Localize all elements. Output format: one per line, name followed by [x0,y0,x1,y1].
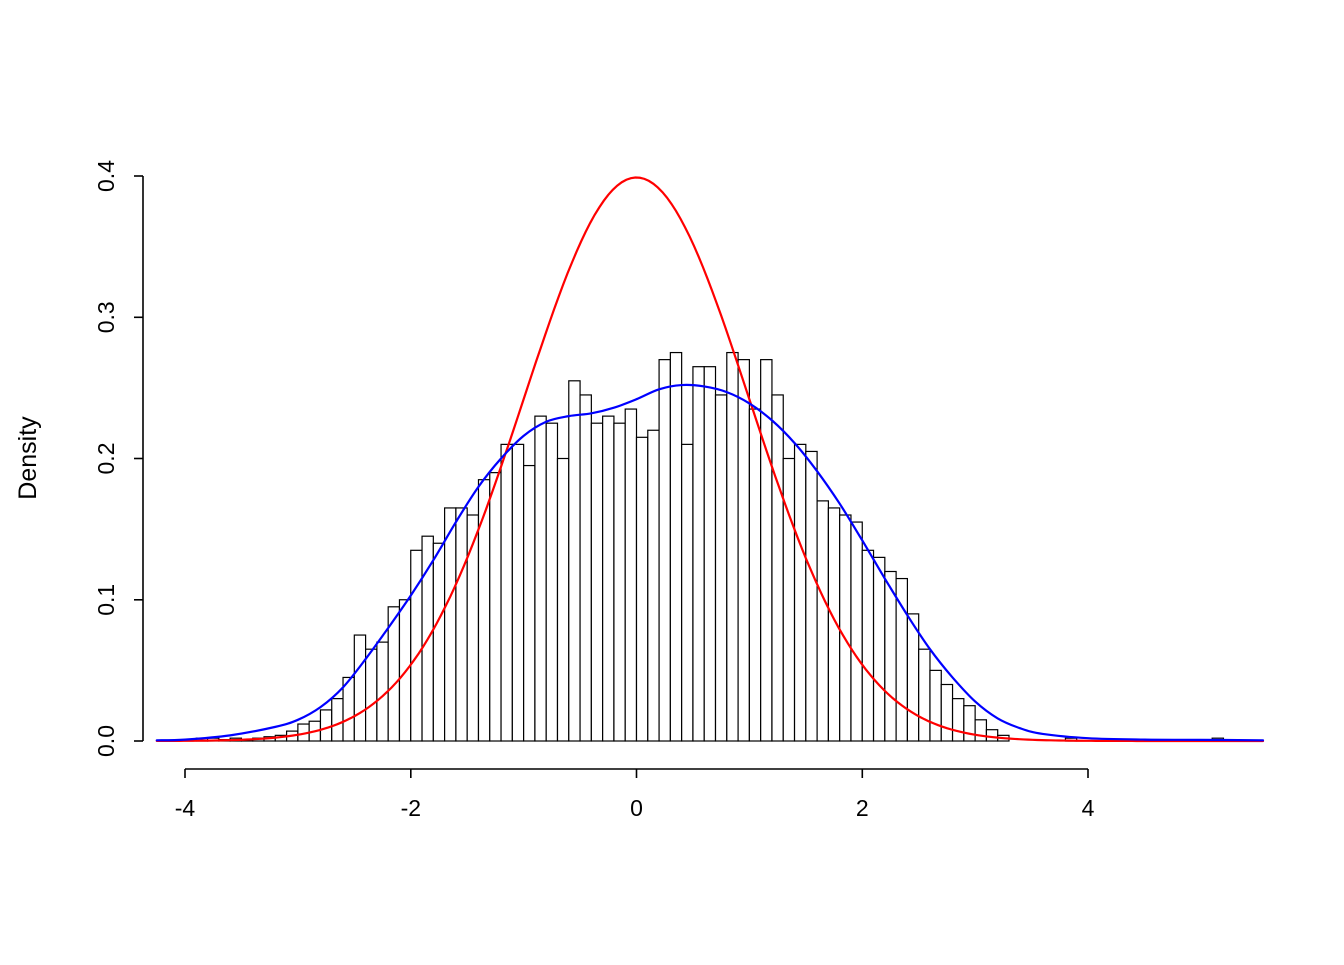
normal-curve [155,176,1265,743]
y-tick-label: 0.3 [93,301,119,333]
histogram-bar [365,648,378,742]
histogram-bar [319,709,333,742]
histogram-bar [590,422,604,742]
histogram-bar [466,514,480,742]
histogram-bar [545,422,559,742]
histogram-bar [726,351,739,742]
histogram-bar [748,408,762,742]
histogram-bar [432,542,446,742]
histogram-bar [985,729,999,742]
y-tick-label: 0.0 [93,725,119,757]
histogram-bar [477,479,491,742]
histogram-bar [635,436,649,742]
y-tick-label: 0.1 [93,584,119,616]
histogram-bar [918,648,931,742]
y-axis-title: Density [14,416,42,500]
histogram-bar [793,443,807,742]
histogram-bar [331,698,344,742]
histogram-bar [839,514,852,742]
histogram-bar [568,380,581,742]
histogram-bar [816,500,829,742]
histogram-bar [579,394,592,742]
x-tick-label: 4 [1082,795,1095,821]
histogram-bar [951,698,965,742]
x-tick-label: 2 [856,795,869,821]
histogram-bar [444,507,457,742]
histogram-bar [861,549,875,742]
histogram-bar [602,415,615,742]
y-tick-label: 0.4 [93,160,119,192]
histogram-bar [974,719,988,742]
histogram-bar [556,457,570,742]
histogram-bar [805,450,818,742]
x-tick-label: -4 [175,795,196,821]
histogram-bar [872,556,886,742]
histogram-bar [511,443,525,742]
histogram-bar [895,577,908,742]
y-tick-label: 0.2 [93,443,119,475]
histogram-bar [489,472,502,742]
histogram-bar [963,705,976,742]
histogram-bar [906,613,920,742]
histogram-bar [771,394,784,742]
histogram-bar [624,408,638,742]
histogram-bar [500,443,513,742]
x-tick-label: 0 [630,795,643,821]
density-curve [155,383,1265,742]
histogram-bar [353,634,367,742]
x-tick-label: -2 [401,795,421,821]
histogram-bar [523,464,536,742]
histogram-bar [658,359,671,742]
histogram-bar [850,521,863,742]
histogram-bar [455,507,468,742]
histogram-bar [940,683,954,742]
histogram-bar [534,415,547,742]
histogram-bar [692,366,705,742]
histogram-bar [929,669,942,742]
histogram-bar [737,359,750,742]
histogram-bar [714,394,728,742]
histogram-bar [647,429,660,742]
histogram-bar [884,570,897,742]
histogram-bar [613,422,626,742]
histogram-bar [669,351,683,742]
histogram-bar [703,366,717,742]
histogram-bar [681,443,694,742]
